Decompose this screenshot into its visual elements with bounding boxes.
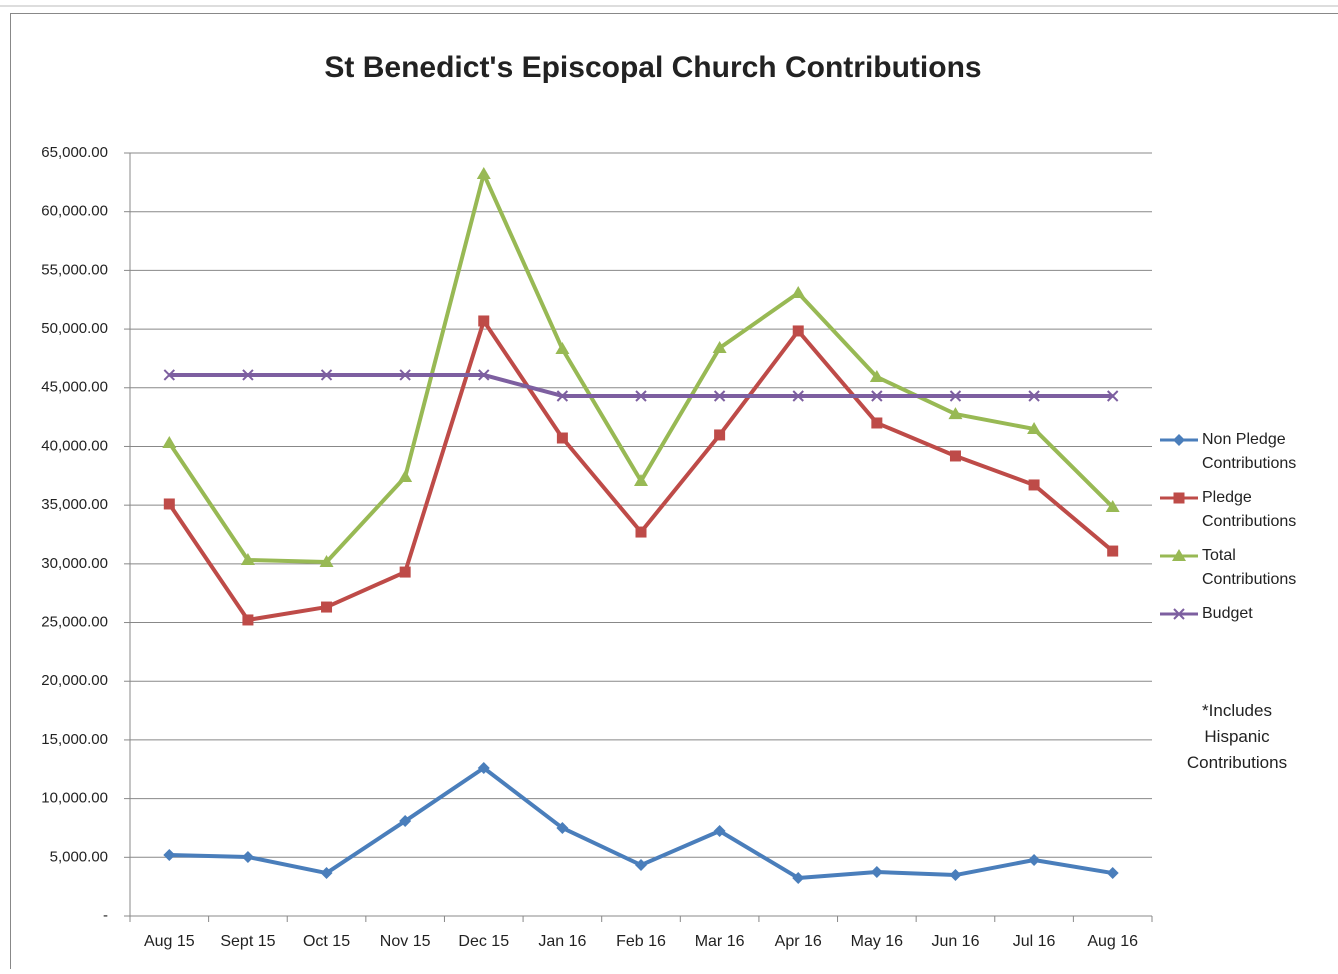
legend-marker: [1174, 493, 1185, 504]
x-tick-label: Feb 16: [616, 933, 666, 950]
y-tick-label: 10,000.00: [41, 790, 108, 807]
y-tick-label: 5,000.00: [50, 848, 108, 865]
marker: [555, 342, 569, 354]
marker: [477, 167, 491, 179]
marker: [871, 417, 882, 428]
marker: [1028, 854, 1040, 866]
marker: [635, 859, 647, 871]
legend-label: Budget: [1202, 602, 1322, 626]
x-tick-label: Jun 16: [931, 933, 979, 950]
marker: [242, 614, 253, 625]
marker: [400, 567, 411, 578]
marker: [164, 498, 175, 509]
marker: [793, 325, 804, 336]
y-tick-label: 60,000.00: [41, 203, 108, 220]
x-tick-label: Aug 15: [144, 933, 195, 950]
x-tick-label: May 16: [851, 933, 904, 950]
y-tick-label: -: [103, 907, 108, 924]
x-tick-label: Dec 15: [458, 933, 509, 950]
marker: [714, 429, 725, 440]
marker: [1107, 867, 1119, 879]
y-tick-label: 50,000.00: [41, 320, 108, 337]
marker: [1029, 479, 1040, 490]
marker: [478, 315, 489, 326]
y-tick-label: 25,000.00: [41, 614, 108, 631]
marker: [163, 849, 175, 861]
series-line: [169, 321, 1112, 620]
x-tick-label: Aug 16: [1087, 933, 1138, 950]
marker: [636, 527, 647, 538]
marker: [1107, 546, 1118, 557]
marker: [871, 866, 883, 878]
y-tick-label: 55,000.00: [41, 261, 108, 278]
legend-label: Non Pledge Contributions: [1202, 428, 1322, 476]
x-tick-label: Oct 15: [303, 933, 350, 950]
legend-label: Pledge Contributions: [1202, 486, 1322, 534]
marker: [162, 436, 176, 448]
y-tick-label: 20,000.00: [41, 672, 108, 689]
y-tick-label: 15,000.00: [41, 731, 108, 748]
x-tick-label: Nov 15: [380, 933, 431, 950]
annotation: *Includes Hispanic Contributions: [1172, 698, 1302, 776]
legend-marker: [1173, 434, 1185, 446]
marker: [949, 869, 961, 881]
x-tick-label: Jan 16: [538, 933, 586, 950]
marker: [242, 851, 254, 863]
series-line: [169, 375, 1112, 396]
chart-title: St Benedict's Episcopal Church Contribut…: [324, 51, 981, 84]
legend-label: Total Contributions: [1202, 544, 1322, 592]
y-tick-label: 40,000.00: [41, 437, 108, 454]
y-tick-label: 45,000.00: [41, 379, 108, 396]
marker: [557, 433, 568, 444]
marker: [398, 470, 412, 482]
x-tick-label: Mar 16: [695, 933, 745, 950]
y-tick-label: 65,000.00: [41, 144, 108, 161]
marker: [950, 450, 961, 461]
marker: [321, 602, 332, 613]
marker: [791, 286, 805, 298]
x-tick-label: Apr 16: [775, 933, 822, 950]
x-tick-label: Sept 15: [220, 933, 275, 950]
x-tick-label: Jul 16: [1013, 933, 1056, 950]
y-tick-label: 30,000.00: [41, 555, 108, 572]
y-tick-label: 35,000.00: [41, 496, 108, 513]
series-line: [169, 174, 1112, 562]
